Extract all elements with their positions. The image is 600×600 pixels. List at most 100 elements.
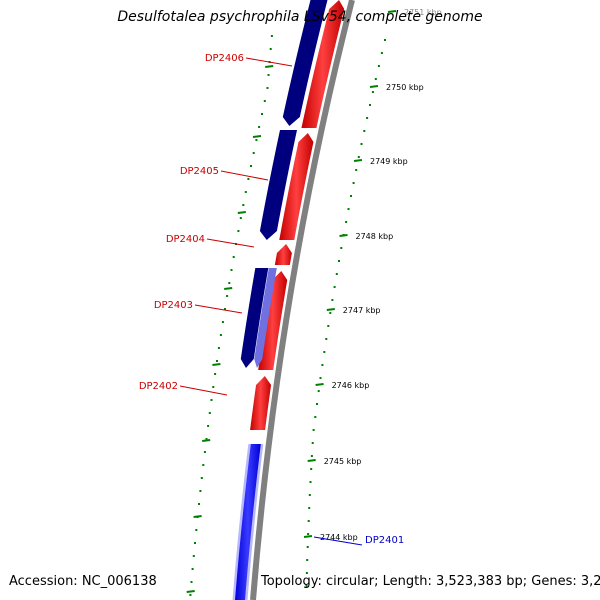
scale-tick-dot	[311, 442, 314, 444]
scale-tick-dot	[374, 78, 377, 80]
outer-tick-dot	[214, 373, 217, 375]
gene-label: DP2406	[205, 53, 244, 64]
outer-tick-dot	[232, 256, 235, 258]
scale-label: 2749 kbp	[370, 157, 408, 166]
scale-tick-dot	[363, 130, 366, 132]
scale-tick-dot	[317, 390, 320, 392]
scale-tick-dot	[307, 533, 310, 535]
scale-tick-dot	[327, 325, 330, 327]
outer-tick-dot	[261, 113, 263, 115]
scale-tick-dot	[305, 572, 308, 574]
gene-label-leader	[220, 170, 269, 181]
map-title: Desulfotalea psychrophila LSv54, complet…	[117, 9, 483, 25]
gene-reverse-2	[259, 130, 298, 240]
scale-label: 2745 kbp	[324, 457, 362, 466]
scale-major-tick	[326, 308, 335, 311]
scale-label: 2746 kbp	[332, 381, 370, 390]
outer-tick-dot	[255, 139, 258, 141]
scale-tick-dot	[355, 169, 358, 171]
scale-tick-dot	[306, 546, 309, 548]
scale-tick-dot	[306, 559, 309, 561]
scale-tick-dot	[310, 455, 313, 457]
outer-tick-dot	[250, 165, 252, 167]
outer-tick-dash	[237, 211, 246, 214]
scale-tick-dot	[350, 195, 352, 197]
outer-tick-dot	[242, 204, 245, 206]
outer-tick-dot	[216, 360, 218, 362]
scale-tick-dot	[319, 377, 322, 379]
gene-dp2404-forward	[274, 244, 292, 265]
outer-tick-dash	[252, 135, 262, 138]
scale-tick-dot	[323, 351, 326, 353]
outer-tick-dot	[217, 347, 220, 349]
scale-major-tick	[303, 535, 313, 538]
outer-tick-dot	[190, 581, 193, 583]
scale-tick-dot	[309, 481, 312, 483]
outer-tick-dash	[193, 515, 202, 518]
scale-tick-dot	[369, 104, 371, 106]
scale-tick-dot	[321, 364, 324, 366]
gene-label-leader	[245, 57, 293, 67]
scale-major-tick	[369, 85, 379, 88]
scale-tick-dot	[338, 260, 340, 262]
gene-label: DP2401	[365, 535, 404, 546]
scale-tick-dot	[305, 585, 308, 587]
scale-tick-dot	[340, 247, 343, 249]
outer-tick-dot	[266, 87, 269, 89]
gene-label-leader	[194, 304, 243, 314]
scale-major-tick	[307, 459, 316, 462]
genome-backbone	[250, 0, 355, 600]
outer-tick-dot	[252, 152, 255, 154]
gene-label-leader	[179, 385, 228, 396]
outer-tick-dot	[237, 230, 240, 232]
scale-major-tick	[315, 383, 324, 386]
gene-label: DP2402	[139, 381, 178, 392]
scale-tick-dot	[325, 338, 328, 340]
outer-tick-dot	[269, 48, 272, 50]
outer-tick-dot	[208, 412, 211, 414]
scale-tick-dot	[352, 182, 355, 184]
scale-tick-dot	[380, 52, 383, 54]
scale-tick-dot	[316, 403, 318, 405]
outer-tick-dot	[207, 425, 210, 427]
scale-label: 2747 kbp	[343, 306, 381, 315]
outer-tick-dot	[212, 386, 215, 388]
accession-text: Accession: NC_006138	[9, 574, 157, 589]
gene-label: DP2405	[180, 166, 219, 177]
gene-dp2405-forward	[279, 133, 314, 240]
outer-tick-dot	[239, 217, 242, 219]
scale-major-tick	[353, 159, 363, 162]
gene-dp2403-forward	[258, 271, 288, 370]
outer-tick-dot	[189, 594, 192, 596]
gene-label-leader	[313, 536, 363, 546]
outer-tick-dot	[202, 464, 205, 466]
scale-tick-dot	[357, 156, 360, 158]
scale-tick-dot	[335, 273, 338, 275]
outer-tick-dot	[230, 269, 233, 271]
outer-tick-dash	[224, 287, 233, 290]
gene-reverse-1	[282, 0, 328, 126]
outer-tick-dot	[210, 399, 213, 401]
scale-label: 2744 kbp	[320, 533, 358, 542]
gene-dp2401	[235, 444, 261, 600]
outer-tick-dot	[258, 126, 261, 128]
gene-label: DP2404	[166, 234, 205, 245]
gene-label: DP2403	[154, 300, 193, 311]
scale-tick-dot	[307, 520, 310, 522]
outer-tick-dot	[200, 477, 203, 479]
outer-tick-dot	[192, 555, 195, 557]
scale-tick-dot	[384, 39, 386, 41]
scale-tick-dot	[360, 143, 363, 145]
gene-label-leader	[206, 238, 255, 248]
outer-tick-dot	[226, 295, 229, 297]
outer-tick-dash	[186, 590, 195, 593]
gene-reverse-3-light	[254, 268, 277, 368]
scale-tick-dot	[347, 208, 350, 210]
scale-label: 2748 kbp	[356, 232, 394, 241]
scale-tick-dot	[308, 494, 311, 496]
gene-dp2406-forward	[301, 0, 345, 128]
outer-tick-dot	[194, 542, 196, 544]
scale-tick-dot	[312, 429, 315, 431]
outer-tick-dot	[263, 100, 266, 102]
